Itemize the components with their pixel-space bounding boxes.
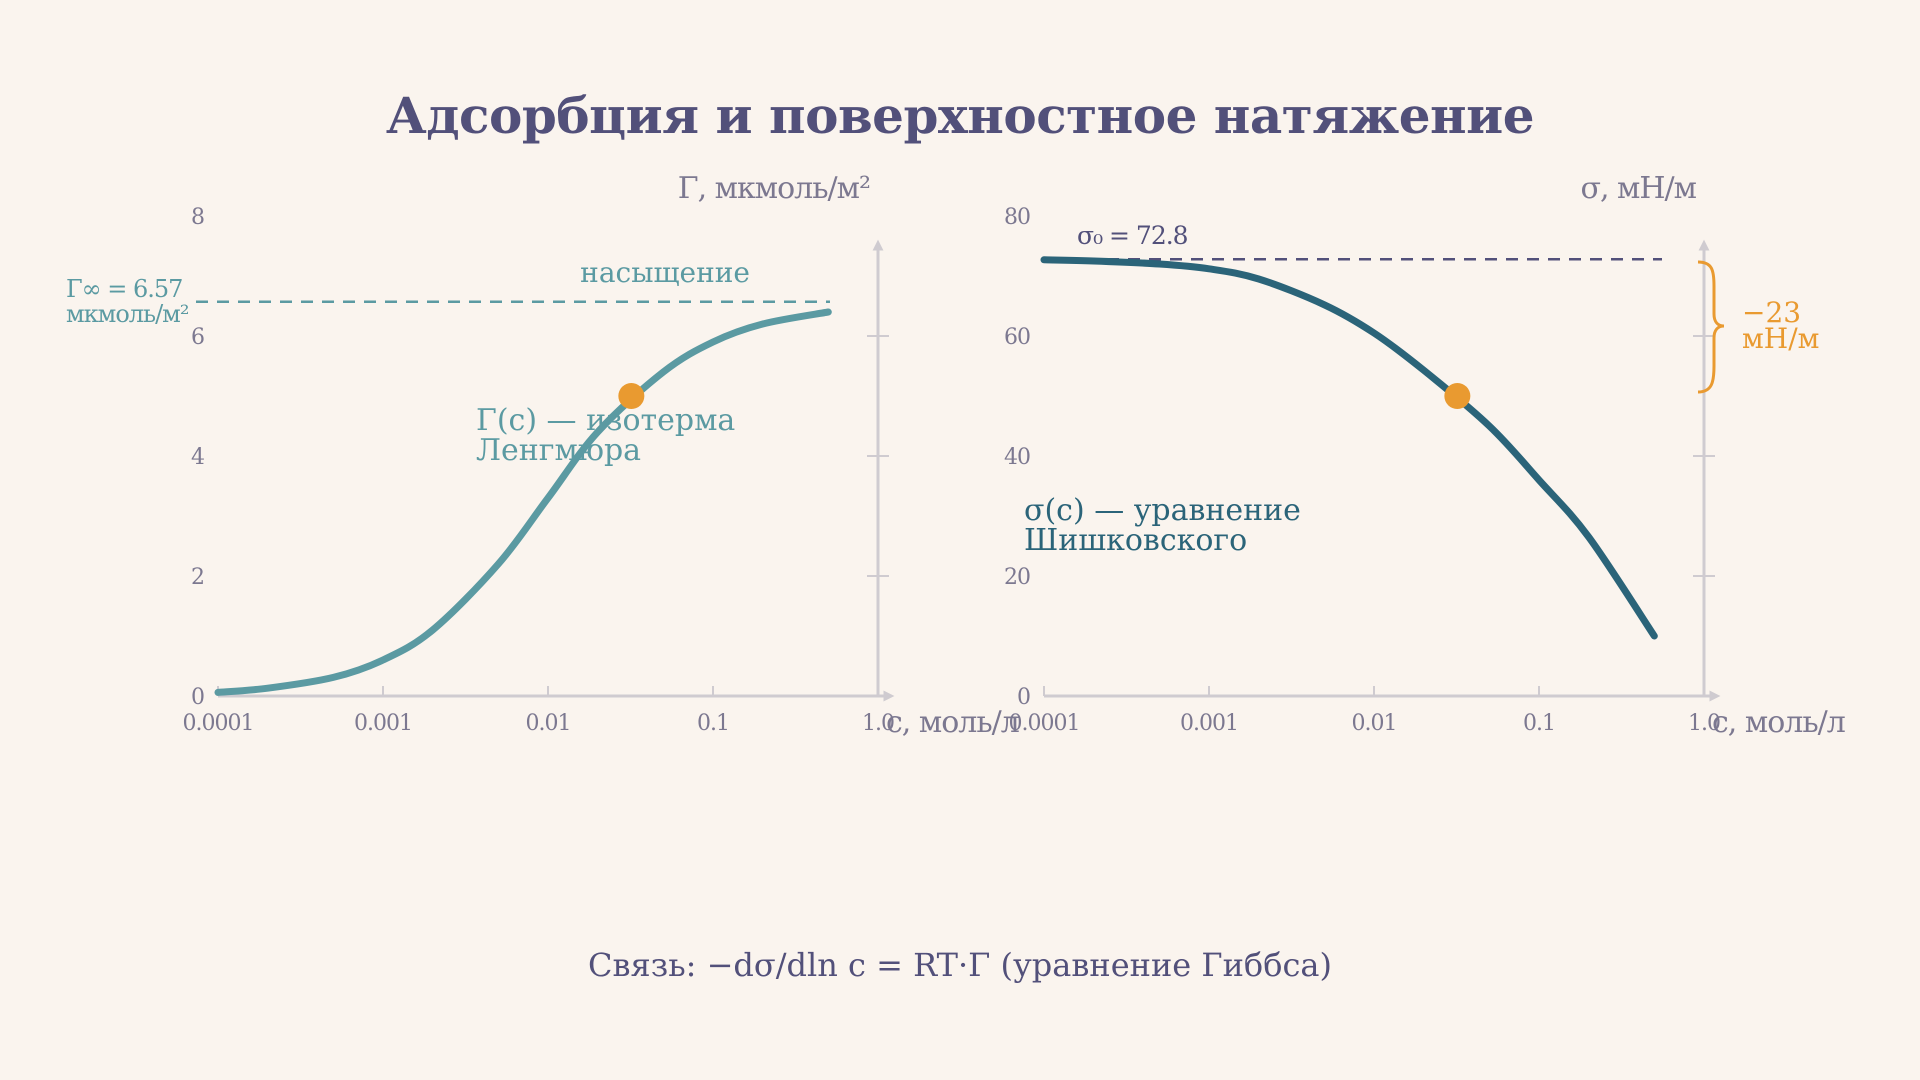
szyszkowski-curve-label: σ(c) — уравнение <box>1024 493 1301 528</box>
right-y-tick-label: 40 <box>1004 445 1030 470</box>
right-series-line <box>1040 256 1658 640</box>
szyszkowski-panel: 0.0001 0.001 0.01 0.1 1.0 0 20 40 60 80 σ, мН/м c… <box>1004 171 1846 740</box>
langmuir-curve-label: Γ(c) — изотерма <box>476 403 735 438</box>
left-series-line <box>214 308 832 696</box>
sigma-drop-value-label: −23 <box>1742 296 1801 329</box>
right-y-tick-label: 0 <box>1017 685 1030 710</box>
left-x-tick-label: 0.0001 <box>183 711 254 736</box>
right-axes: 0.0001 0.001 0.01 0.1 1.0 0 20 40 60 80 <box>1004 205 1721 736</box>
left-x-axis-label: c, моль/л <box>886 705 1019 740</box>
left-y-tick-label: 4 <box>191 445 204 470</box>
left-series-group <box>214 308 832 696</box>
left-x-tick-label: 0.1 <box>697 711 729 736</box>
chart-title: Адсорбция и поверхностное натяжение <box>386 86 1534 145</box>
left-x-tick-label: 1.0 <box>862 711 894 736</box>
saturation-label: насыщение <box>580 256 750 289</box>
right-y-tick-label: 20 <box>1004 565 1030 590</box>
left-y-tick-label: 8 <box>191 205 204 230</box>
sigma0-label: σ₀ = 72.8 <box>1077 221 1188 250</box>
left-axes: 0.0001 0.001 0.01 0.1 1.0 0 2 4 6 8 <box>183 205 895 736</box>
right-x-tick-label: 0.0001 <box>1009 711 1080 736</box>
left-y-tick-label: 0 <box>191 685 204 710</box>
right-y-axis-label: σ, мН/м <box>1581 171 1697 206</box>
right-x-tick-label: 0.001 <box>1180 711 1238 736</box>
sigma-drop-brace <box>1697 260 1725 394</box>
right-series-group <box>1040 256 1658 640</box>
sigma-drop-unit-label: мН/м <box>1742 322 1819 355</box>
right-x-tick-label: 1.0 <box>1688 711 1720 736</box>
szyszkowski-curve-label-line2: Шишковского <box>1024 523 1247 558</box>
langmuir-curve-label-line2: Ленгмюра <box>476 433 641 468</box>
left-y-tick-label: 6 <box>191 325 204 350</box>
gamma-inf-unit-label: мкмоль/м² <box>66 300 189 328</box>
right-y-tick-label: 60 <box>1004 325 1030 350</box>
left-y-axis-label: Γ, мкмоль/м² <box>678 171 870 206</box>
right-y-tick-label: 80 <box>1004 205 1030 230</box>
right-x-tick-label: 0.01 <box>1352 711 1397 736</box>
gamma-inf-label: Γ∞ = 6.57 <box>66 275 182 303</box>
right-highlight-point <box>1444 383 1471 409</box>
left-highlight-point <box>618 383 645 409</box>
left-y-tick-label: 2 <box>191 565 204 590</box>
left-x-tick-label: 0.001 <box>354 711 412 736</box>
left-x-tick-label: 0.01 <box>526 711 571 736</box>
gibbs-equation-footer: Связь: −dσ/dln c = RT·Γ (уравнение Гиббс… <box>588 946 1332 984</box>
right-x-axis-label: c, моль/л <box>1712 705 1845 740</box>
right-x-tick-label: 0.1 <box>1523 711 1555 736</box>
